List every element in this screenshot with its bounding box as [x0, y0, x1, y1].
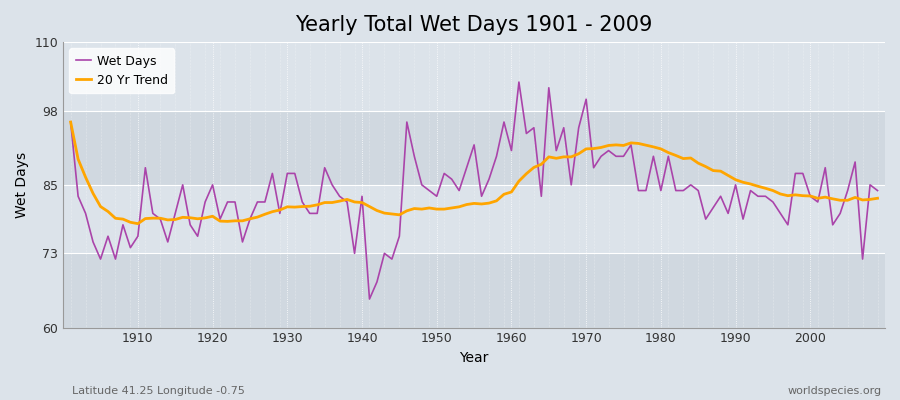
Bar	[63, 253, 885, 328]
20 Yr Trend	[132, 221, 143, 226]
Wet Days	[290, 171, 301, 176]
Text: Latitude 41.25 Longitude -0.75: Latitude 41.25 Longitude -0.75	[72, 386, 245, 396]
Title: Yearly Total Wet Days 1901 - 2009: Yearly Total Wet Days 1901 - 2009	[295, 15, 652, 35]
20 Yr Trend	[872, 196, 883, 201]
20 Yr Trend	[297, 204, 308, 209]
20 Yr Trend	[125, 220, 136, 225]
20 Yr Trend	[514, 179, 525, 184]
Wet Days	[514, 80, 525, 84]
X-axis label: Year: Year	[459, 351, 489, 365]
Legend: Wet Days, 20 Yr Trend: Wet Days, 20 Yr Trend	[69, 48, 175, 93]
Bar	[63, 185, 885, 253]
Bar	[63, 111, 885, 185]
Wet Days	[610, 154, 621, 159]
20 Yr Trend	[342, 197, 353, 202]
Wet Days	[65, 120, 76, 124]
20 Yr Trend	[603, 143, 614, 148]
Text: worldspecies.org: worldspecies.org	[788, 386, 882, 396]
Wet Days	[334, 194, 345, 199]
Bar	[63, 42, 885, 111]
20 Yr Trend	[506, 190, 517, 194]
Wet Days	[125, 245, 136, 250]
Wet Days	[506, 148, 517, 153]
20 Yr Trend	[65, 120, 76, 124]
Line: Wet Days: Wet Days	[70, 82, 878, 299]
Line: 20 Yr Trend: 20 Yr Trend	[70, 122, 878, 224]
Wet Days	[872, 188, 883, 193]
Y-axis label: Wet Days: Wet Days	[15, 152, 29, 218]
Wet Days	[521, 131, 532, 136]
Wet Days	[364, 297, 375, 302]
